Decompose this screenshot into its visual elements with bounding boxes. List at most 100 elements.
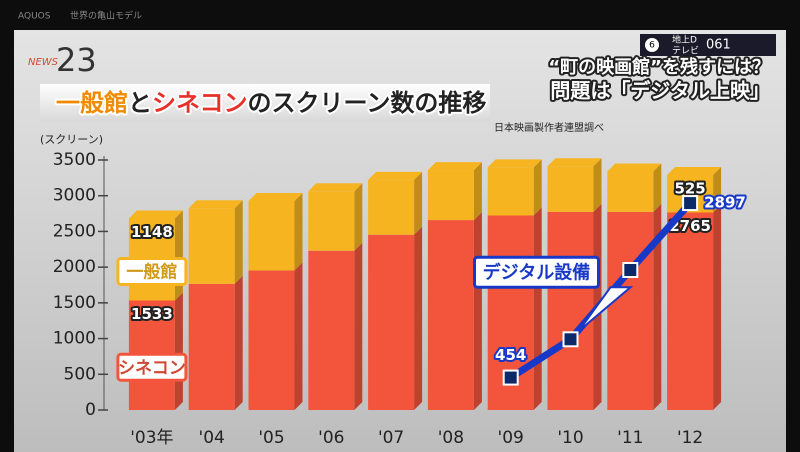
channel-box	[640, 34, 776, 56]
bar-side	[234, 275, 243, 410]
bar-side	[533, 159, 542, 216]
series-label: 一般館	[126, 262, 177, 283]
program: 世界の亀山モデル	[70, 10, 142, 22]
bar-side	[294, 262, 303, 410]
x-tick-label: '07	[378, 428, 404, 448]
line-marker	[622, 262, 639, 278]
title-band	[40, 84, 490, 122]
channel-kind: テレビ	[672, 46, 699, 57]
series-label: デジタル設備	[483, 261, 591, 283]
bar-top	[188, 200, 243, 209]
bar	[368, 179, 415, 235]
series-label-box	[116, 257, 188, 286]
series-label-box	[116, 352, 188, 382]
source: 日本映画製作者連盟調べ	[494, 121, 604, 134]
line-marker	[682, 195, 699, 212]
callout-box	[473, 255, 600, 289]
data-label: 1148	[131, 223, 173, 241]
channel-circle	[645, 38, 659, 52]
title-segment: シネコン	[152, 89, 248, 117]
bar-side	[533, 207, 542, 410]
bar	[188, 208, 235, 284]
bar-top	[368, 171, 423, 180]
brand: AQUOS	[18, 12, 51, 22]
x-tick-label: '08	[438, 428, 464, 448]
bar-side	[653, 203, 662, 410]
bar-top	[547, 158, 602, 167]
series-label: シネコン	[118, 358, 186, 378]
bar	[427, 220, 474, 410]
x-tick-label: '05	[258, 428, 284, 448]
bar-top	[607, 163, 662, 172]
bar	[188, 283, 235, 410]
bar-side	[713, 167, 722, 213]
x-tick-label: '09	[498, 428, 524, 448]
x-tick-label: '04	[199, 428, 225, 448]
data-label: 1533	[131, 305, 173, 323]
title-segment: のスクリーン数の推移	[248, 89, 487, 117]
bar-side	[234, 200, 243, 284]
channel-number: 6	[649, 41, 655, 51]
y-tick-label: 500	[64, 364, 96, 384]
headline: “町の映画館”を残すには？	[548, 56, 770, 78]
bar	[248, 270, 295, 410]
bar-top	[487, 159, 542, 168]
title-segment: 一般館	[56, 89, 128, 117]
channel-code: 061	[706, 38, 731, 53]
y-axis-label: (スクリーン)	[40, 133, 103, 146]
channel-type: 地上D	[672, 34, 697, 46]
x-tick-label: '10	[557, 428, 583, 448]
bar	[308, 191, 355, 251]
x-tick-label: '12	[677, 428, 703, 448]
bar	[487, 167, 534, 216]
line-marker	[562, 331, 579, 348]
y-tick-label: 1500	[53, 293, 96, 313]
bar-top	[308, 183, 363, 192]
bar	[607, 211, 654, 410]
line-marker	[502, 369, 519, 386]
y-tick-label: 2000	[53, 257, 96, 277]
x-tick-label: '11	[617, 428, 643, 448]
data-label: 525	[674, 180, 705, 198]
bar-side	[354, 242, 363, 410]
y-tick-label: 3000	[53, 186, 96, 206]
title-segment: と	[128, 89, 152, 117]
data-label: 454	[495, 346, 526, 364]
y-tick-label: 1000	[53, 329, 96, 349]
bar-side	[414, 226, 423, 410]
y-tick-label: 0	[85, 400, 96, 420]
bar	[368, 234, 415, 410]
logo-number: 23	[56, 41, 97, 79]
bar	[607, 171, 654, 212]
bar-top	[128, 210, 183, 219]
logo-news: NEWS	[28, 57, 59, 68]
chart-title: 一般館とシネコンのスクリーン数の推移	[56, 89, 486, 117]
y-tick-label: 2500	[53, 221, 96, 241]
x-tick-label: '03年	[130, 428, 173, 448]
x-tick-label: '06	[318, 428, 344, 448]
bar-side	[713, 204, 722, 410]
bar	[547, 166, 594, 212]
bar	[308, 250, 355, 410]
y-tick-label: 3500	[53, 150, 96, 170]
bar-side	[593, 158, 602, 212]
bar-side	[174, 210, 183, 301]
callout-pointer	[577, 286, 634, 333]
subheadline: 問題は「デジタル上映」	[550, 79, 770, 103]
bar	[427, 170, 474, 221]
bar-side	[354, 183, 363, 251]
bar-top	[427, 162, 482, 171]
bar	[248, 201, 295, 271]
bar-side	[473, 162, 482, 221]
bar-side	[294, 193, 303, 271]
bar-top	[667, 167, 722, 175]
bar-side	[414, 171, 423, 235]
bar-top	[248, 193, 303, 201]
bar	[547, 211, 594, 410]
bar-side	[473, 212, 482, 410]
bar	[667, 212, 714, 410]
bar-side	[174, 292, 183, 410]
bar-side	[653, 163, 662, 212]
data-label: 2897	[704, 194, 746, 212]
